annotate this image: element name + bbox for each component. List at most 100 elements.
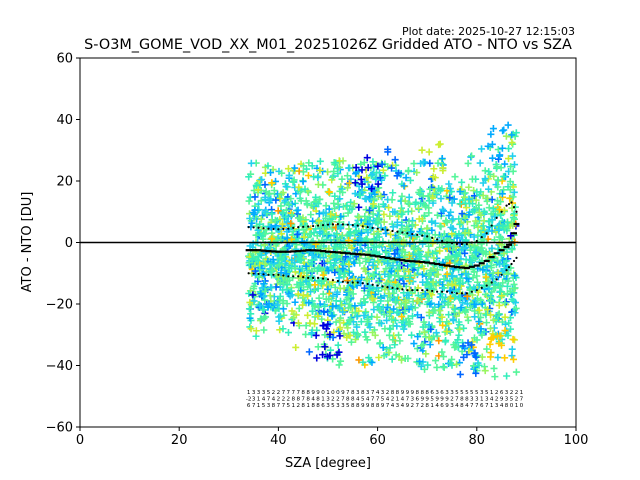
bin-count-label: 2: [510, 390, 514, 396]
scatter-point: [456, 279, 464, 287]
bin-count-label: 9: [341, 390, 345, 396]
bin-count-label: 3: [267, 403, 271, 409]
scatter-point: [428, 226, 436, 234]
scatter-point: [445, 180, 453, 188]
scatter-point: [497, 211, 505, 219]
scatter-point: [482, 290, 490, 298]
std-marker: [277, 228, 280, 231]
scatter-point: [321, 302, 329, 310]
std-marker: [421, 234, 424, 237]
scatter-point: [381, 172, 389, 180]
scatter-point: [341, 269, 349, 277]
scatter-point: [440, 275, 448, 283]
scatter-point: [250, 285, 258, 293]
std-marker: [431, 236, 434, 239]
scatter-point: [340, 257, 348, 265]
bin-count-label: 8: [306, 397, 310, 403]
scatter-point: [406, 176, 414, 184]
scatter-point: [425, 321, 433, 329]
scatter-point: [436, 307, 444, 315]
scatter-point: [300, 240, 308, 248]
scatter-point: [448, 199, 456, 207]
scatter-point: [396, 337, 404, 345]
scatter-point: [433, 363, 441, 371]
std-marker: [512, 259, 516, 263]
scatter-point: [267, 223, 275, 231]
scatter-point: [508, 131, 516, 139]
scatter-point: [275, 261, 283, 269]
y-tick-label: −60: [46, 421, 73, 436]
scatter-point: [358, 273, 366, 281]
bin-count-label: 7: [291, 390, 295, 396]
scatter-point: [261, 193, 269, 201]
scatter-point: [430, 254, 438, 262]
scatter-point: [314, 303, 322, 311]
std-marker: [307, 276, 310, 279]
scatter-point: [362, 195, 370, 203]
bin-count-label: 7: [475, 403, 479, 409]
scatter-point: [431, 231, 439, 239]
x-tick-label: 0: [76, 433, 84, 448]
bin-count-label: 8: [361, 390, 365, 396]
scatter-point: [468, 252, 476, 260]
bin-count-label: 0: [520, 403, 524, 409]
scatter-point: [413, 311, 421, 319]
bin-count-label: 7: [520, 397, 524, 403]
scatter-point: [276, 254, 284, 262]
bin-count-label: 7: [267, 397, 271, 403]
scatter-point: [377, 224, 385, 232]
scatter-point: [456, 220, 464, 228]
scatter-point: [378, 160, 386, 168]
scatter-point: [331, 204, 339, 212]
scatter-point: [456, 188, 464, 196]
scatter-point: [511, 132, 519, 140]
scatter-point: [397, 356, 405, 364]
scatter-point: [285, 290, 293, 298]
bin-count-label: 8: [311, 403, 315, 409]
scatter-point: [482, 273, 490, 281]
scatter-point: [386, 293, 394, 301]
scatter-point: [425, 148, 433, 156]
scatter-point: [464, 316, 472, 324]
scatter-point: [437, 232, 445, 240]
bin-count-label: 1: [247, 390, 251, 396]
scatter-point: [351, 309, 359, 317]
scatter-point: [451, 305, 459, 313]
scatter-point: [452, 287, 460, 295]
scatter-point: [465, 211, 473, 219]
scatter-point: [417, 313, 425, 321]
scatter-point: [324, 267, 332, 275]
scatter-point: [315, 294, 323, 302]
scatter-point: [414, 333, 422, 341]
bin-count-label: 3: [381, 390, 385, 396]
scatter-point: [501, 320, 509, 328]
bin-count-label: 0: [510, 403, 514, 409]
scatter-point: [473, 324, 481, 332]
scatter-point: [459, 299, 467, 307]
scatter-point: [509, 193, 517, 201]
std-marker: [416, 233, 419, 236]
scatter-point: [299, 168, 307, 176]
scatter-point: [485, 185, 493, 193]
scatter-point: [425, 294, 433, 302]
scatter-point: [494, 176, 502, 184]
std-marker: [465, 242, 468, 246]
scatter-point: [440, 207, 448, 215]
scatter-point: [411, 304, 419, 312]
std-marker: [440, 290, 444, 293]
scatter-point: [504, 155, 512, 163]
scatter-point: [420, 318, 428, 326]
bin-count-label: 9: [445, 403, 449, 409]
scatter-point: [462, 204, 470, 212]
scatter-point: [443, 327, 451, 335]
scatter-point: [400, 280, 408, 288]
bin-count-label: 7: [282, 403, 286, 409]
scatter-point: [252, 327, 260, 335]
std-marker: [411, 232, 414, 236]
scatter-point: [425, 197, 433, 205]
scatter-point: [325, 188, 333, 196]
scatter-point: [500, 126, 508, 134]
scatter-point: [508, 345, 516, 353]
scatter-point: [306, 288, 314, 296]
